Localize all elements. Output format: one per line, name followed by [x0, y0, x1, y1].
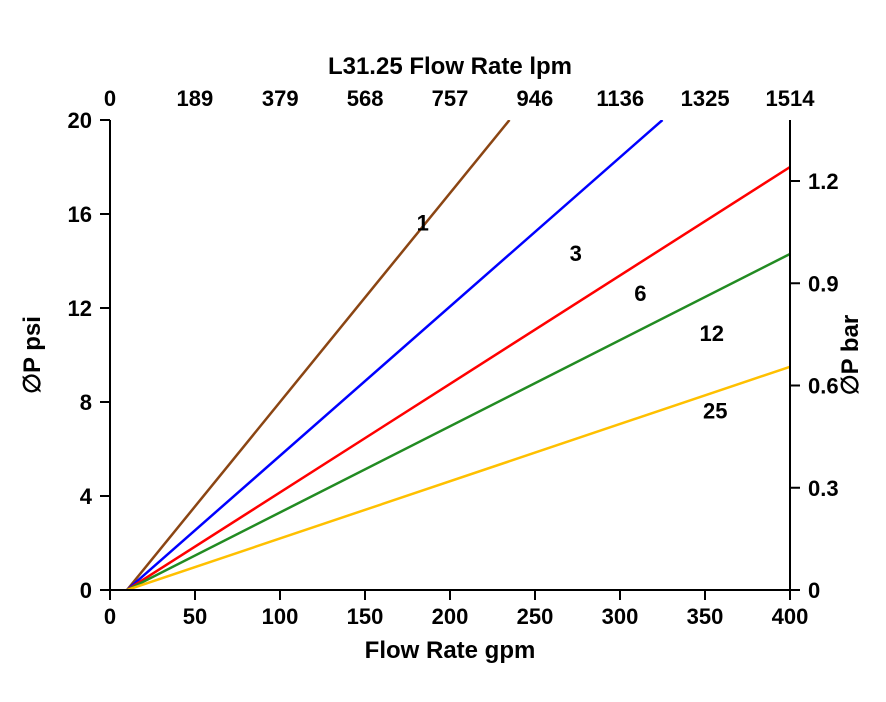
- chart-container: 050100150200250300350400Flow Rate gpm018…: [0, 0, 886, 702]
- x-axis-title: Flow Rate gpm: [365, 637, 536, 664]
- y-right-tick-label: 0.6: [808, 374, 839, 399]
- series-label-1: 1: [417, 210, 429, 235]
- series-line-6: [127, 167, 790, 590]
- series-line-12: [127, 254, 790, 590]
- x-tick-label: 300: [602, 604, 639, 629]
- x-top-tick-label: 189: [177, 86, 214, 111]
- y-tick-label: 8: [80, 390, 92, 415]
- y-right-tick-label: 0.9: [808, 271, 839, 296]
- y-right-tick-label: 1.2: [808, 169, 839, 194]
- x-tick-label: 0: [104, 604, 116, 629]
- y-tick-label: 4: [80, 484, 93, 509]
- x-top-tick-label: 1325: [681, 86, 730, 111]
- y-tick-label: 0: [80, 578, 92, 603]
- y-tick-label: 20: [68, 108, 92, 133]
- x-top-tick-label: 1514: [766, 86, 816, 111]
- series-label-6: 6: [634, 281, 646, 306]
- series-label-12: 12: [700, 321, 724, 346]
- series-line-3: [127, 120, 663, 590]
- y-right-axis-title: ∅P bar: [837, 315, 864, 396]
- flow-rate-chart: 050100150200250300350400Flow Rate gpm018…: [0, 0, 886, 702]
- x-top-axis-title: L31.25 Flow Rate lpm: [328, 53, 572, 80]
- x-top-tick-label: 1136: [596, 86, 644, 111]
- x-top-tick-label: 757: [432, 86, 469, 111]
- plot-frame: [110, 120, 790, 590]
- series-group: [127, 120, 790, 590]
- series-label-3: 3: [570, 241, 582, 266]
- y-tick-label: 12: [68, 296, 92, 321]
- y-left-axis-title: ∅P psi: [19, 316, 46, 394]
- x-top-tick-label: 0: [104, 86, 116, 111]
- x-tick-label: 50: [183, 604, 207, 629]
- x-tick-label: 250: [517, 604, 554, 629]
- x-top-tick-label: 379: [262, 86, 299, 111]
- x-top-tick-label: 946: [517, 86, 554, 111]
- y-tick-label: 16: [68, 202, 92, 227]
- x-tick-label: 200: [432, 604, 469, 629]
- x-top-tick-label: 568: [347, 86, 384, 111]
- x-tick-label: 100: [262, 604, 299, 629]
- x-tick-label: 400: [772, 604, 809, 629]
- y-right-tick-label: 0.3: [808, 476, 839, 501]
- y-right-tick-label: 0: [808, 578, 820, 603]
- x-tick-label: 350: [687, 604, 724, 629]
- x-tick-label: 150: [347, 604, 384, 629]
- series-label-25: 25: [703, 398, 727, 423]
- series-line-1: [127, 120, 510, 590]
- series-line-25: [127, 367, 790, 590]
